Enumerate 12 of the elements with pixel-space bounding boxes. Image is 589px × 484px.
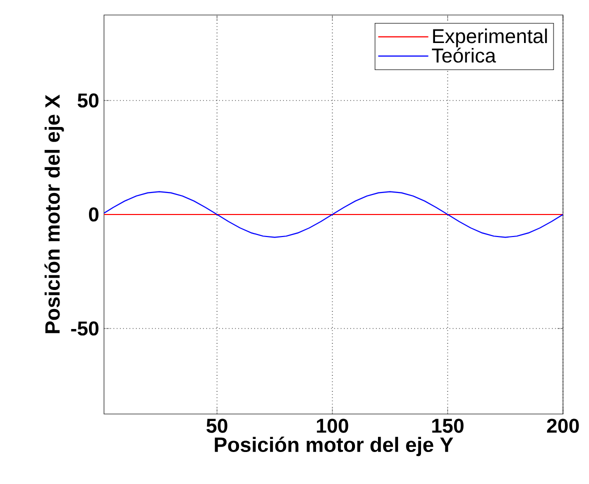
x-tick-label: 150 <box>432 418 464 433</box>
y-tick-label: 50 <box>78 93 98 108</box>
line-series <box>104 191 563 238</box>
legend-label: Teórica <box>432 48 496 63</box>
y-tick-label: -50 <box>71 321 98 336</box>
legend-label: Experimental <box>433 28 547 48</box>
y-tick-label: 0 <box>88 207 98 222</box>
x-tick-label: 200 <box>547 418 579 433</box>
y-axis-title: Posición motor del eje X <box>44 94 64 334</box>
x-tick-label: 50 <box>206 418 228 433</box>
x-axis-title: Posición motor del eje Y <box>214 436 454 456</box>
x-tick-label: 100 <box>316 418 348 433</box>
